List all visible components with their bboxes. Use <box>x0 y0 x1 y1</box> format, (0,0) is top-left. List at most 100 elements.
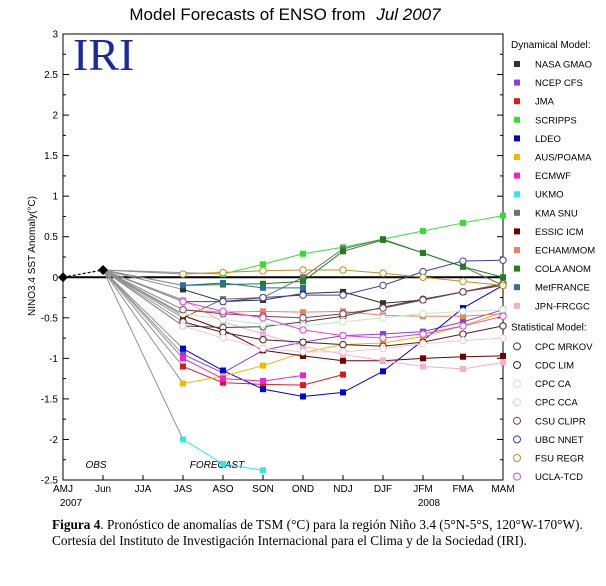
data-point <box>300 372 306 379</box>
legend-marker <box>514 98 520 105</box>
data-point <box>300 250 306 257</box>
data-point <box>340 357 346 364</box>
data-point <box>259 336 267 344</box>
x-tick-label: MAM <box>491 484 514 495</box>
data-point <box>219 268 227 277</box>
legend-entry: ECHAM/MOM <box>535 246 595 257</box>
y-tick-label: -1 <box>49 354 58 365</box>
legend-entry: MetFRANCE <box>535 283 590 294</box>
x-tick-label: ASO <box>212 484 233 495</box>
forecast-fan-line <box>102 269 184 275</box>
y-tick-label: -2 <box>49 435 58 446</box>
data-point <box>220 279 226 286</box>
forecast-fan-line <box>102 269 184 384</box>
data-point <box>460 365 466 372</box>
legend-entry: UKMO <box>535 190 564 201</box>
data-point <box>300 352 306 359</box>
data-point <box>340 371 346 378</box>
data-point <box>340 248 346 255</box>
data-point <box>179 270 187 278</box>
x-tick-label: JFM <box>413 484 432 495</box>
legend: Dynamical Model: NASA GMAO NCEP CFS JMA SCRI… <box>511 40 595 483</box>
data-point <box>299 338 307 346</box>
iri-logo: IRI <box>73 29 134 80</box>
data-point <box>259 314 267 322</box>
data-point <box>300 309 306 316</box>
legend-marker <box>514 61 520 67</box>
series-ukmo <box>102 269 266 474</box>
data-point <box>460 313 466 320</box>
data-point <box>300 278 306 285</box>
data-point <box>180 345 186 352</box>
data-point <box>219 334 227 342</box>
data-point <box>459 307 467 316</box>
data-point <box>379 314 387 322</box>
data-point <box>379 344 387 353</box>
data-point <box>259 344 267 353</box>
data-point <box>419 340 427 348</box>
legend-marker <box>513 398 521 407</box>
data-point <box>339 331 347 340</box>
y-tick-label: 0.5 <box>44 232 58 243</box>
data-point <box>380 236 386 243</box>
forecast-fan-line <box>102 269 184 440</box>
x-tick-label: AMJ <box>53 484 73 495</box>
series-line <box>182 357 304 382</box>
x-tick-label: OND <box>292 484 314 495</box>
legend-marker <box>514 172 520 179</box>
forecast-fan-line <box>102 269 184 315</box>
x-tick-label: SON <box>252 484 274 495</box>
data-point <box>339 340 347 349</box>
x-tick-label: NDJ <box>333 484 352 495</box>
data-point <box>379 281 387 290</box>
data-point <box>260 467 266 474</box>
x-tick-label: JJA <box>135 484 152 495</box>
data-point <box>220 367 226 374</box>
data-point <box>379 304 387 312</box>
chart-title: Model Forecasts of ENSO from Jul 2007 <box>129 5 441 24</box>
data-point <box>179 297 187 306</box>
data-point <box>499 322 507 330</box>
data-point <box>420 249 426 256</box>
data-point <box>500 359 506 366</box>
data-point <box>260 362 266 369</box>
legend-marker <box>514 209 520 216</box>
data-point <box>300 284 306 291</box>
data-point <box>260 378 266 385</box>
legend-marker <box>514 284 520 291</box>
y-tick-label: 2 <box>52 111 58 122</box>
legend-marker <box>514 191 520 198</box>
data-point <box>260 280 266 287</box>
legend-entry: KMA SNU <box>535 208 578 219</box>
x-tick-label: DJF <box>374 484 392 495</box>
data-point <box>380 300 386 307</box>
data-point <box>299 291 307 299</box>
y-tick-label: -0.5 <box>41 313 59 324</box>
obs-line <box>62 269 104 278</box>
series-ecmwf <box>102 269 306 385</box>
chart-title-main: Model Forecasts of ENSO from <box>129 5 365 24</box>
forecast-fan-line <box>102 269 184 323</box>
legend-entry: FSU REGR <box>535 454 584 465</box>
y-tick-label: 2.5 <box>44 70 58 81</box>
legend-entry: NCEP CFS <box>535 78 583 89</box>
legend-entry: CDC LIM <box>535 361 574 372</box>
data-point <box>180 436 186 443</box>
data-point <box>459 330 467 338</box>
observations <box>58 264 108 283</box>
data-point <box>379 334 387 342</box>
y-tick-label: 0 <box>52 273 58 284</box>
legend-marker <box>514 116 520 123</box>
x-tick-label: JAS <box>174 484 193 495</box>
legend-marker <box>513 361 521 369</box>
data-point <box>180 351 186 358</box>
data-point <box>259 293 267 302</box>
series-line <box>182 282 303 289</box>
data-point <box>260 308 266 315</box>
caption-text: . Pronóstico de anomalías de TSM (°C) pa… <box>52 517 583 548</box>
data-point <box>220 375 226 382</box>
data-point <box>260 284 266 291</box>
forecast-fan-line <box>102 269 184 311</box>
data-point <box>300 393 306 400</box>
data-point <box>219 307 227 316</box>
